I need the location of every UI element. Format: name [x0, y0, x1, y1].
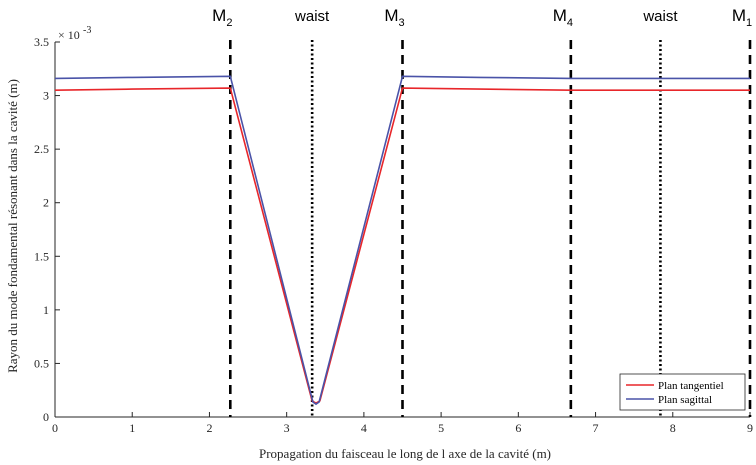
y-tick-label: 2	[43, 196, 49, 210]
y-tick-label: 0	[43, 410, 49, 424]
y-exponent-power: -3	[83, 25, 91, 36]
mirror-label: M4	[553, 6, 573, 29]
x-tick-label: 7	[593, 421, 599, 435]
x-tick-label: 1	[129, 421, 135, 435]
waist-label: waist	[642, 8, 678, 25]
x-tick-label: 9	[747, 421, 753, 435]
x-tick-label: 2	[206, 421, 212, 435]
x-tick-label: 8	[670, 421, 676, 435]
x-tick-label: 5	[438, 421, 444, 435]
legend: Plan tangentiel Plan sagittal	[619, 373, 746, 411]
legend-label: Plan sagittal	[658, 394, 712, 406]
y-tick-label: 1	[43, 303, 49, 317]
y-tick-label: 0.5	[34, 356, 49, 370]
x-tick-label: 0	[52, 421, 58, 435]
x-tick-label: 4	[361, 421, 367, 435]
y-exponent-label: × 10 -3	[58, 25, 91, 42]
waist-label: waist	[294, 8, 330, 25]
series-lines	[54, 75, 750, 406]
x-axis-title: Propagation du faisceau le long de l axe…	[259, 446, 551, 461]
y-tick-label: 2.5	[34, 142, 49, 156]
y-axis-title: Rayon du mode fondamental résonant dans …	[5, 79, 20, 373]
mirror-label: M3	[384, 6, 404, 29]
y-tick-label: 3.5	[34, 35, 49, 49]
y-exponent-base: × 10	[58, 28, 80, 42]
y-tick-label: 1.5	[34, 249, 49, 263]
series-line-sagittal	[54, 75, 750, 406]
mirror-label: M2	[212, 6, 232, 29]
legend-box	[619, 373, 746, 411]
x-tick-label: 6	[515, 421, 521, 435]
x-tick-label: 3	[284, 421, 290, 435]
legend-label: Plan tangentiel	[658, 380, 724, 392]
vertical-markers: M2 waist M3 M4 waist M1	[212, 6, 752, 417]
tick-labels: 0 1 2 3 4 5 6 7 8 9 0 0.5 1 1.5 2 2.5 3 3.5	[34, 35, 753, 435]
mirror-label: M1	[732, 6, 752, 29]
y-tick-label: 3	[43, 89, 49, 103]
